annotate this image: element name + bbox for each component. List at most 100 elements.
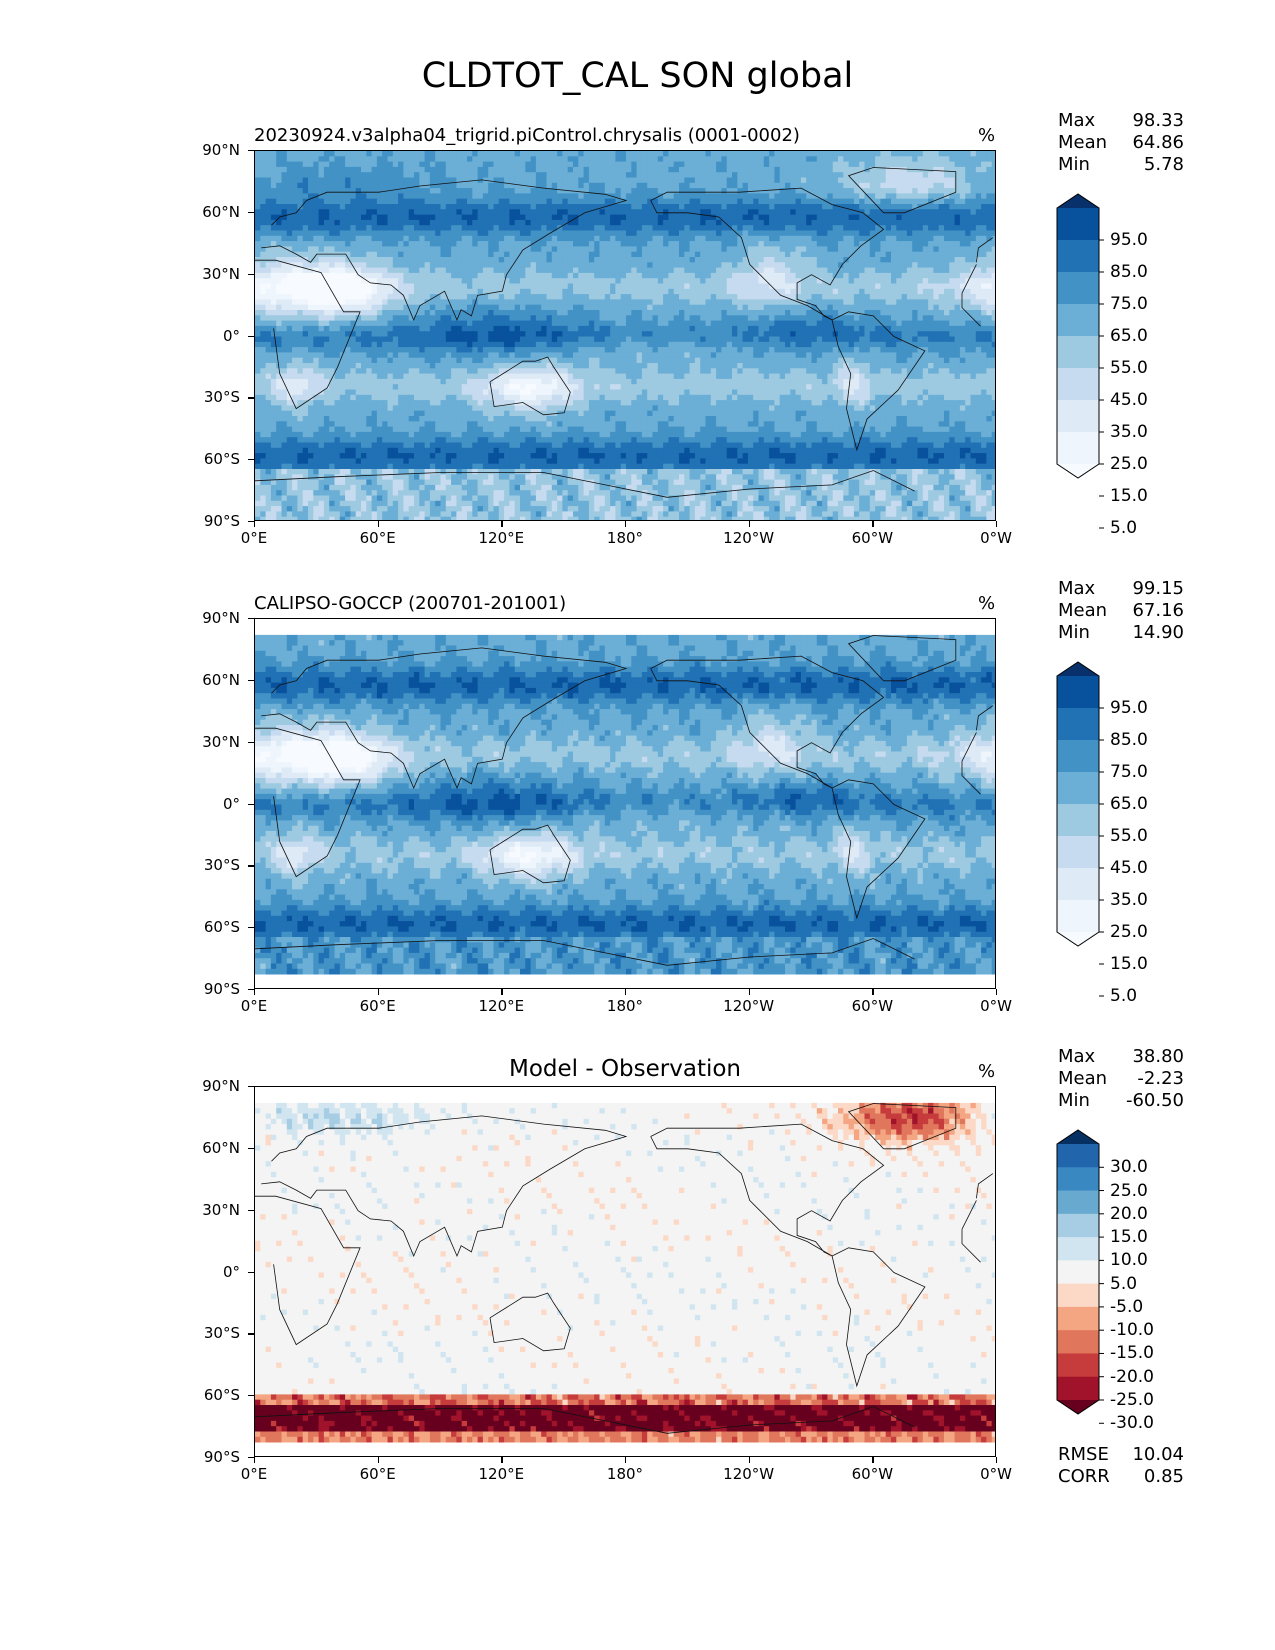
stat-max: 38.80 <box>1132 1046 1184 1068</box>
coastline <box>489 1292 571 1352</box>
ytick-mark <box>248 1395 254 1397</box>
colorbar-label: 55.0 <box>1110 358 1148 378</box>
coastline <box>255 938 915 966</box>
colorbar-label: -25.0 <box>1110 1390 1154 1410</box>
ytick-label: 90°S <box>184 512 240 530</box>
ytick-mark <box>248 1271 254 1273</box>
colorbar-label: 35.0 <box>1110 890 1148 910</box>
map-plot <box>254 150 996 521</box>
ytick-mark <box>248 150 254 152</box>
colorbar-segment <box>1057 1213 1099 1238</box>
ytick-label: 0° <box>184 327 240 345</box>
ytick-mark <box>248 1457 254 1459</box>
xtick-mark <box>625 521 627 527</box>
coastline <box>255 727 981 878</box>
colorbar-extend-bottom <box>1057 1400 1099 1414</box>
xtick-label: 120°E <box>461 529 541 547</box>
ytick-label: 30°S <box>184 1324 240 1342</box>
ytick-label: 0° <box>184 1263 240 1281</box>
colorbar-segment <box>1057 240 1099 273</box>
colorbar-label: 65.0 <box>1110 326 1148 346</box>
stat-mean: 64.86 <box>1132 132 1184 154</box>
ytick-label: 90°S <box>184 980 240 998</box>
xtick-label: 60°E <box>338 1465 418 1483</box>
colorbar-label: 75.0 <box>1110 294 1148 314</box>
xtick-label: 60°W <box>832 529 912 547</box>
ytick-mark <box>248 989 254 991</box>
xtick-mark <box>377 1457 379 1463</box>
coastline <box>255 470 915 498</box>
stat-max: 98.33 <box>1132 110 1184 132</box>
colorbar-extend-top <box>1057 194 1099 208</box>
colorbar-svg <box>1056 193 1104 529</box>
ytick-label: 90°S <box>184 1448 240 1466</box>
xtick-mark <box>625 1457 627 1463</box>
ytick-label: 30°S <box>184 388 240 406</box>
colorbar-segment <box>1057 368 1099 401</box>
ytick-label: 90°N <box>184 609 240 627</box>
colorbar-label: -5.0 <box>1110 1297 1143 1317</box>
coastline <box>650 187 885 321</box>
panel-model: 20230924.v3alpha04_trigrid.piControl.chr… <box>0 110 1275 560</box>
stat-min-label: Min <box>1058 154 1090 176</box>
xtick-label: 0°E <box>214 997 294 1015</box>
stats-box: Max 98.33 Mean 64.86 Min 5.78 <box>1058 110 1184 176</box>
colorbar-extend-bottom <box>1057 464 1099 478</box>
ytick-label: 60°N <box>184 203 240 221</box>
ytick-mark <box>248 741 254 743</box>
coastline <box>831 779 926 920</box>
ytick-label: 60°N <box>184 1139 240 1157</box>
colorbar-segment <box>1057 1190 1099 1215</box>
colorbar-label: 35.0 <box>1110 422 1148 442</box>
colorbar-label: 15.0 <box>1110 486 1148 506</box>
xtick-mark <box>996 521 998 527</box>
xtick-mark <box>377 521 379 527</box>
ytick-label: 30°N <box>184 265 240 283</box>
colorbar-segment <box>1057 208 1099 241</box>
stat-max-label: Max <box>1058 578 1095 600</box>
coastline <box>255 1406 915 1434</box>
colorbar-label: 85.0 <box>1110 262 1148 282</box>
colorbar-extend-top <box>1057 1130 1099 1144</box>
ytick-mark <box>248 335 254 337</box>
stat-min-label: Min <box>1058 1090 1090 1112</box>
coastline <box>489 824 571 884</box>
ytick-label: 60°S <box>184 450 240 468</box>
xtick-label: 120°E <box>461 1465 541 1483</box>
xtick-mark <box>748 521 750 527</box>
colorbar-segment <box>1057 304 1099 337</box>
ytick-label: 90°N <box>184 141 240 159</box>
coastline <box>847 635 957 682</box>
colorbar-label: 45.0 <box>1110 390 1148 410</box>
coastline <box>489 356 571 416</box>
stat-mean-label: Mean <box>1058 1068 1107 1090</box>
panel-obs: CALIPSO-GOCCP (200701-201001) % Max 99.15… <box>0 578 1275 1028</box>
panel-title: 20230924.v3alpha04_trigrid.piControl.chr… <box>254 125 800 146</box>
xtick-mark <box>254 521 256 527</box>
colorbar-segment <box>1057 900 1099 933</box>
corr-value: 0.85 <box>1144 1466 1184 1488</box>
xtick-label: 120°W <box>709 529 789 547</box>
xtick-mark <box>254 989 256 995</box>
xtick-label: 60°W <box>832 1465 912 1483</box>
coastline <box>261 179 994 322</box>
figure-title: CLDTOT_CAL SON global <box>0 56 1275 96</box>
ytick-mark <box>248 1209 254 1211</box>
coastline <box>650 655 885 789</box>
xtick-label: 60°E <box>338 997 418 1015</box>
stat-max-label: Max <box>1058 1046 1095 1068</box>
stat-mean: 67.16 <box>1132 600 1184 622</box>
coastline <box>831 1247 926 1388</box>
colorbar-segment <box>1057 336 1099 369</box>
coastline <box>847 167 957 214</box>
xtick-label: 0°E <box>214 529 294 547</box>
stat-mean-label: Mean <box>1058 600 1107 622</box>
units-label: % <box>978 125 995 146</box>
xtick-mark <box>625 989 627 995</box>
coastline <box>847 1103 957 1150</box>
ytick-label: 60°N <box>184 671 240 689</box>
xtick-mark <box>501 1457 503 1463</box>
colorbar-segment <box>1057 1353 1099 1378</box>
stat-max: 99.15 <box>1132 578 1184 600</box>
colorbar-label: 5.0 <box>1110 1274 1137 1294</box>
